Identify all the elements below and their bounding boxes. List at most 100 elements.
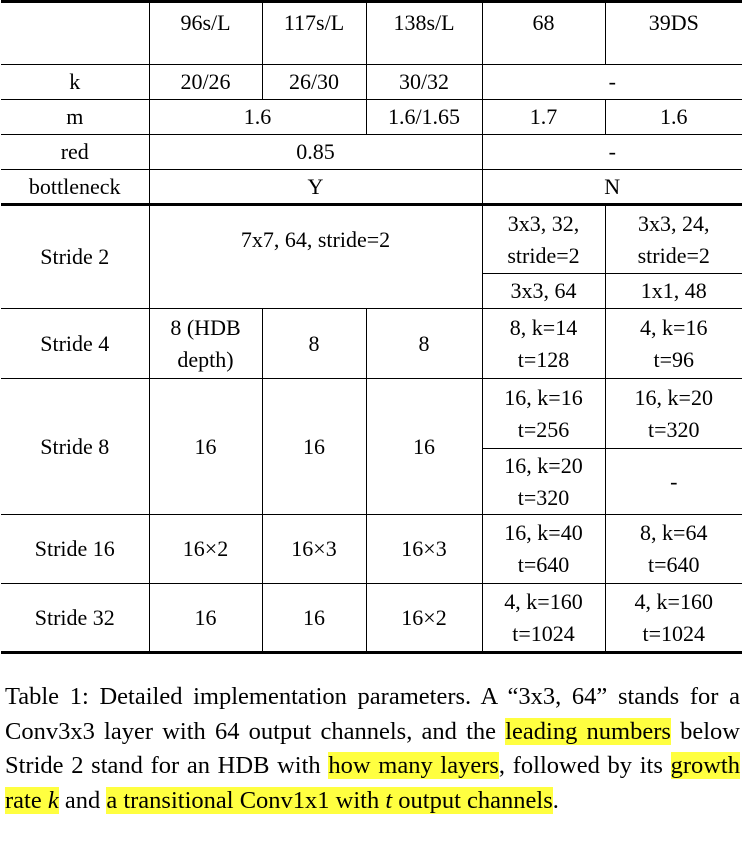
row-stride2-a: Stride 2 7x7, 64, stride=2 3x3, 32, strid… (1, 203, 742, 309)
header-empty-cell (1, 0, 150, 65)
caption-text: , followed by its (498, 752, 671, 779)
cell: 1x1, 48 (604, 273, 742, 309)
row-label: Stride 2 (1, 203, 150, 309)
symbol-k: k (47, 786, 59, 814)
row-stride8-a: Stride 8 16 16 16 16, k=16 t=256 16, k=20… (1, 378, 742, 515)
symbol-t: t (385, 786, 393, 814)
parameters-table-container: 96s/L 117s/L 138s/L 68 39DS k 20/26 26/3… (1, 0, 742, 654)
cell: N (481, 169, 742, 205)
highlight-growth-rate-text: growth rate (5, 752, 740, 814)
cell-line: t=640 (517, 552, 570, 577)
cell-line: 8 (HDB (170, 314, 241, 340)
header-68: 68 (481, 0, 606, 65)
cell: 7x7, 64, stride=2 (148, 203, 483, 309)
cell-line: stride=2 (637, 242, 710, 268)
parameters-table: 96s/L 117s/L 138s/L 68 39DS k 20/26 26/3… (1, 0, 742, 654)
highlight-output-channels: output channels (392, 786, 553, 814)
cell: 26/30 (261, 64, 367, 100)
row-label: Stride 8 (1, 378, 150, 515)
cell: 16 (261, 378, 367, 515)
cell: 16, k=16 t=256 (481, 378, 606, 449)
caption-text: . (552, 786, 559, 814)
row-label: Stride 16 (1, 514, 150, 584)
caption-text: and (58, 786, 107, 814)
cell: - (481, 134, 742, 170)
cell: Y (148, 169, 483, 205)
cell: 20/26 (148, 64, 263, 100)
cell-line: 3x3, 24, (638, 210, 710, 236)
cell: 16×3 (261, 514, 367, 584)
cell-line: 8, k=14 (509, 314, 578, 340)
row-label: m (1, 99, 150, 135)
row-label: bottleneck (1, 169, 150, 205)
cell-line: t=1024 (512, 620, 575, 646)
row-stride8-b: 16, k=20 t=320 - (1, 448, 742, 515)
cell-line: 4, k=16 (640, 314, 708, 340)
cell-line: 16, k=40 (504, 520, 583, 545)
cell: 1.7 (481, 99, 606, 135)
row-bottleneck: bottleneck Y N (1, 169, 742, 205)
cell: 4, k=16 t=96 (604, 308, 742, 379)
row-label: Stride 32 (1, 583, 150, 654)
caption-text: below Stride 2 stand for an HDB with (5, 717, 740, 780)
row-k: k 20/26 26/30 30/32 - (1, 64, 742, 100)
cell: - (481, 64, 742, 100)
cell-line: 8, k=64 (640, 520, 708, 545)
cell: 16, k=20 t=320 (481, 448, 606, 515)
header-row: 96s/L 117s/L 138s/L 68 39DS (1, 0, 742, 65)
cell: 16, k=40 t=640 (481, 514, 606, 584)
header-117sL: 117s/L (261, 0, 367, 65)
cell-line: t=640 (647, 552, 700, 577)
cell: 8, k=14 t=128 (481, 308, 606, 379)
cell: 3x3, 24, stride=2 (604, 203, 742, 274)
cell: 0.85 (148, 134, 483, 170)
highlight-leading-numbers: leading numbers (505, 717, 671, 745)
cell: 16 (148, 583, 263, 654)
cell: 1.6/1.65 (365, 99, 483, 135)
cell: 3x3, 32, stride=2 (481, 203, 606, 274)
cell: 16×2 (148, 514, 263, 584)
cell: 8 (365, 308, 483, 379)
cell-line: stride=2 (507, 242, 580, 268)
row-stride32: Stride 32 16 16 16×2 4, k=160 t=1024 4, k… (1, 583, 742, 654)
cell: 1.6 (604, 99, 742, 135)
row-label: k (1, 64, 150, 100)
cell: - (604, 448, 742, 515)
cell-line: t=1024 (642, 620, 706, 646)
cell: 3x3, 64 (481, 273, 606, 309)
cell-line: t=256 (517, 416, 570, 442)
cell-line: t=96 (653, 346, 695, 372)
cell-line: 4, k=160 (634, 588, 713, 614)
row-m: m 1.6 1.6/1.65 1.7 1.6 (1, 99, 742, 135)
cell-line: t=320 (517, 484, 570, 510)
cell-line: 16, k=20 (504, 452, 583, 478)
cell: 1.6 (148, 99, 367, 135)
cell: 8, k=64 t=640 (604, 514, 742, 584)
cell-line: 4, k=160 (504, 588, 583, 614)
header-138sL: 138s/L (365, 0, 483, 65)
cell: 8 (261, 308, 367, 379)
header-39DS: 39DS (604, 0, 742, 65)
cell: 16×3 (365, 514, 483, 584)
table-caption: Table 1: Detailed implementation paramet… (5, 680, 740, 818)
cell-line: 16, k=20 (634, 384, 713, 410)
cell: 16, k=20 t=320 (604, 378, 742, 449)
row-stride16: Stride 16 16×2 16×3 16×3 16, k=40 t=640 8… (1, 514, 742, 584)
highlight-how-many-layers: how many layers (328, 752, 499, 779)
cell: 16×2 (365, 583, 483, 654)
row-label: Stride 4 (1, 308, 150, 379)
cell: 16 (148, 378, 263, 515)
row-stride4: Stride 4 8 (HDB depth) 8 8 8, k=14 t=128 4… (1, 308, 742, 379)
cell-line: t=320 (647, 416, 700, 442)
row-stride2-b: 3x3, 64 1x1, 48 (1, 273, 742, 309)
cell: 4, k=160 t=1024 (604, 583, 742, 654)
cell-line: depth) (177, 346, 234, 372)
cell-line: 3x3, 32, (507, 210, 580, 236)
row-label: red (1, 134, 150, 170)
caption-text: Table 1: Detailed implementation paramet… (5, 683, 740, 745)
row-red: red 0.85 - (1, 134, 742, 170)
cell-line: t=128 (517, 346, 570, 372)
highlight-transitional-conv: a transitional Conv1x1 with t output cha… (106, 786, 553, 814)
cell-line: 16, k=16 (504, 384, 583, 410)
cell: 8 (HDB depth) (148, 308, 263, 379)
